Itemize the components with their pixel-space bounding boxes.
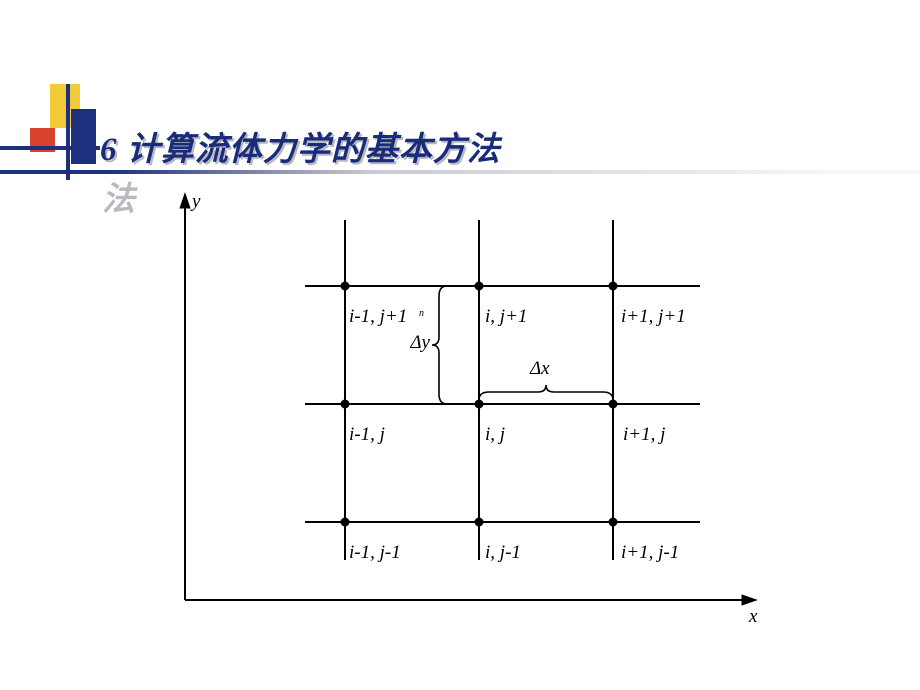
tiny-n: n (419, 308, 424, 319)
slide-title-wrap: 6 计算流体力学的基本方法 6 计算流体力学的基本方法 (100, 122, 501, 170)
grid-node (475, 400, 484, 409)
node-label-0: i-1, j+1 (349, 306, 407, 328)
node-label-1: i, j+1 (485, 306, 527, 328)
grid-node (609, 282, 618, 291)
decor-vline (66, 84, 70, 180)
y-axis-arrow (179, 192, 190, 209)
node-label-7: i, j-1 (485, 542, 521, 564)
slide-title-text: 6 计算流体力学的基本方法 (100, 132, 501, 168)
y-axis-label: y (190, 191, 201, 212)
node-label-8: i+1, j-1 (621, 542, 679, 564)
node-label-4: i, j (485, 424, 505, 446)
grid-node (609, 518, 618, 527)
dx-brace (479, 385, 613, 400)
grid-node (475, 518, 484, 527)
x-axis-label: x (748, 606, 758, 627)
grid-node (341, 518, 350, 527)
dy-brace (432, 286, 447, 404)
grid-node (341, 400, 350, 409)
grid-node (341, 282, 350, 291)
node-label-5: i+1, j (623, 424, 665, 446)
header-rule (0, 170, 920, 174)
node-label-2: i+1, j+1 (621, 306, 686, 328)
grid-node (475, 282, 484, 291)
header-decoration (0, 84, 100, 164)
x-axis-arrow (742, 594, 759, 605)
decor-hline (0, 146, 100, 150)
grid-diagram: y x Δy Δx i-1, j+1 i, j+1 i+1, j+1 i-1, j i, j i… (155, 190, 775, 630)
dy-label: Δy (409, 332, 430, 353)
slide-title: 6 计算流体力学的基本方法 6 计算流体力学的基本方法 (100, 122, 501, 170)
decor-navy (71, 109, 96, 164)
grid-node (609, 400, 618, 409)
dx-label: Δx (529, 358, 550, 379)
node-label-3: i-1, j (349, 424, 385, 446)
node-label-6: i-1, j-1 (349, 542, 401, 564)
